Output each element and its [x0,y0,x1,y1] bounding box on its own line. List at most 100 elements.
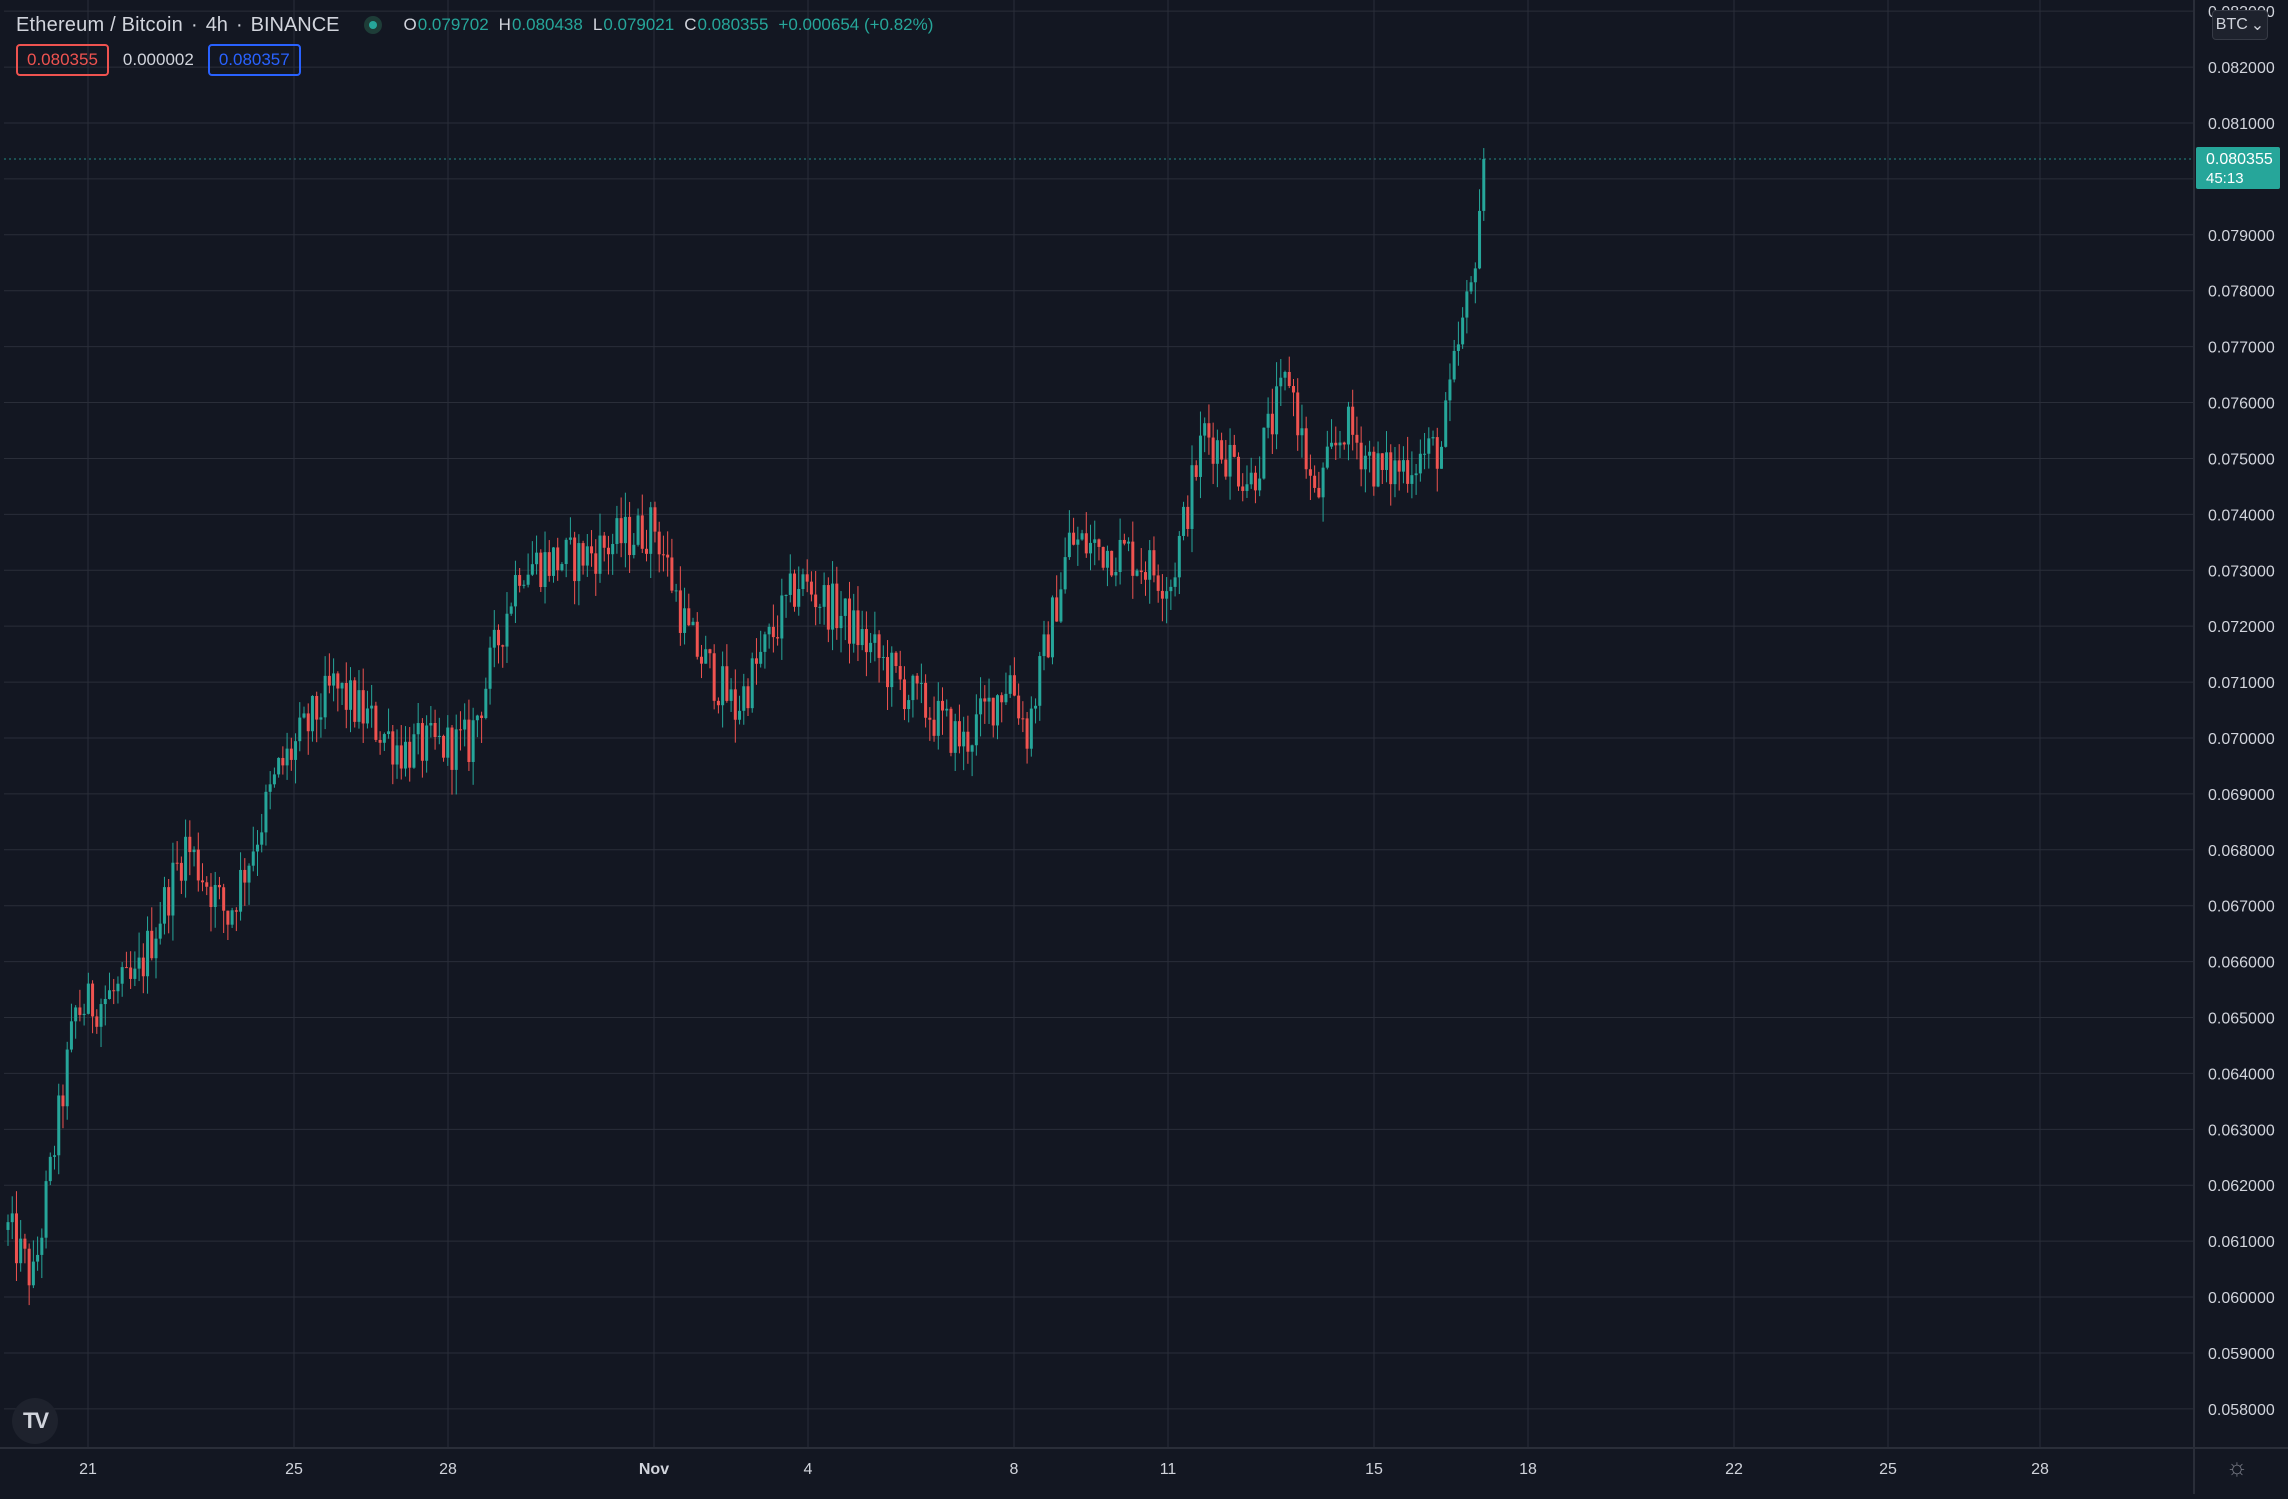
candle-body [826,585,830,630]
candle-body [763,634,767,652]
candle-body [784,594,788,596]
candle-body [53,1155,57,1157]
candle-body [539,552,543,588]
candle-body [1410,475,1414,484]
exchange-label: BINANCE [250,13,340,36]
candle-body [1211,437,1215,464]
candle-body [556,547,560,571]
candle-body [636,515,640,545]
candle-body [395,745,399,765]
candle-body [217,884,221,888]
candle-body [1296,392,1300,436]
candle-body [1190,465,1194,529]
y-tick-label: 0.060000 [2208,1290,2275,1307]
currency-button[interactable]: BTC ⌄ [2212,10,2268,40]
candle-body [919,682,923,684]
candle-body [1101,546,1105,568]
x-tick-label: 18 [1519,1461,1537,1478]
candle-body [374,705,378,740]
candle-body [1368,451,1372,456]
open-label: O [403,15,417,34]
candle-body [991,697,995,726]
close-value: 0.080355 [697,15,769,34]
candle-body [222,887,226,911]
candle-body [260,832,264,845]
candle-body [1076,539,1080,545]
candle-body [1156,575,1160,591]
candle-body [577,543,581,582]
candle-body [120,967,124,984]
candle-body [1304,428,1308,470]
candle-body [1385,452,1389,470]
candle-body [526,574,530,585]
candle-body [268,784,272,792]
sell-button[interactable]: 0.080355 [16,44,109,76]
candle-body [1160,590,1164,599]
buy-button[interactable]: 0.080357 [207,44,301,76]
candle-body [1012,675,1016,696]
gear-icon[interactable]: ☼ [2226,1454,2248,1481]
candle-body [1397,460,1401,472]
candle-body [1050,597,1054,658]
candle-body [1249,472,1253,485]
candle-body [1372,451,1376,487]
y-tick-label: 0.058000 [2208,1402,2275,1419]
candle-body [1105,550,1109,568]
candle-body [1380,453,1384,470]
x-tick-label: 25 [1879,1461,1897,1478]
candle-body [239,869,243,912]
candle-body [1448,379,1452,401]
axis-labels: 0.058000 0.059000 0.060000 0.061000 0.062000… [79,4,2275,1478]
candle-body [1152,550,1156,576]
candle-body [1338,442,1342,446]
y-tick-label: 0.065000 [2208,1011,2275,1028]
candle-body [598,535,602,574]
x-tick-label: 28 [439,1461,457,1478]
candle-body [336,673,340,689]
candle-body [1317,487,1321,498]
candle-body [1173,577,1177,587]
candle-body [497,629,501,646]
candle-body [814,594,818,608]
candle-body [91,983,95,1017]
symbol-name[interactable]: Ethereum / Bitcoin [16,13,184,36]
low-label: L [592,15,603,34]
candle-body [327,675,331,686]
candle-body [1241,486,1245,491]
candles [6,148,1486,1306]
candle-body [27,1248,31,1286]
candle-body [450,727,454,770]
candle-body [551,547,555,576]
candle-body [31,1261,35,1286]
y-tick-label: 0.073000 [2208,563,2275,580]
candle-body [446,727,450,758]
candle-body [433,722,437,738]
candle-body [611,543,615,555]
candle-body [568,537,572,540]
candle-body [1435,437,1439,469]
candle-body [674,590,678,592]
candle-body [1198,435,1202,477]
candle-body [750,658,754,709]
candle-body [695,621,699,657]
x-tick-label: 4 [804,1461,813,1478]
candle-body [1135,570,1139,576]
tradingview-logo-icon[interactable]: TV [12,1398,58,1444]
candle-body [530,564,534,575]
candle-body [429,722,433,726]
candle-body [480,715,484,718]
candle-body [953,721,957,753]
interval-label[interactable]: 4h [205,13,228,36]
candle-body [1313,475,1317,488]
candle-body [1359,442,1363,470]
candle-body [505,613,509,647]
candle-body [683,608,687,633]
candle-body [801,574,805,590]
candle-body [725,666,729,701]
candle-body [65,1049,69,1107]
candle-body [1401,460,1405,472]
candle-body [776,637,780,639]
candle-body [987,697,991,702]
